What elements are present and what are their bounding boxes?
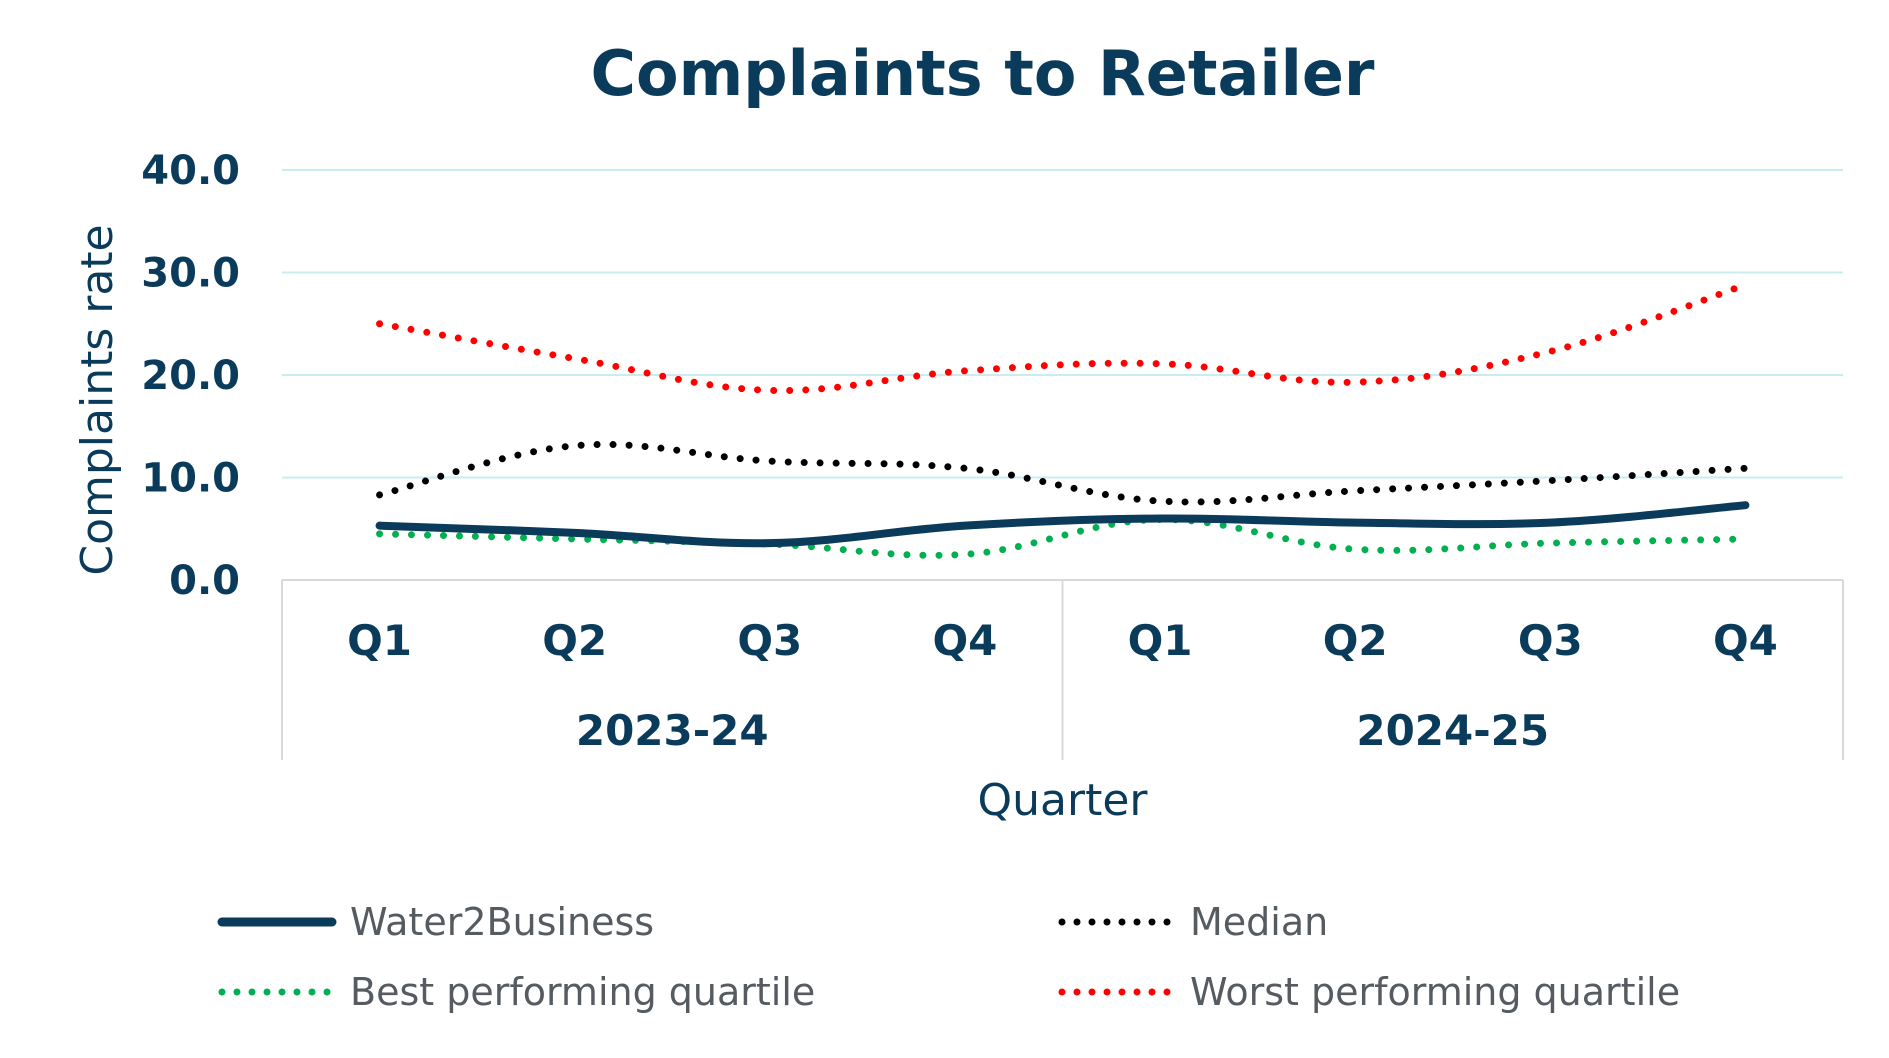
y-axis-title: Complaints rate	[72, 224, 123, 575]
y-tick-label: 0.0	[169, 558, 240, 604]
x-tick-label: Q2	[542, 616, 607, 665]
legend-label: Median	[1190, 900, 1328, 944]
legend-label: Worst performing quartile	[1190, 970, 1680, 1014]
series-lines	[375, 281, 1750, 559]
group-label: 2023-24	[576, 706, 769, 755]
series-line-median	[376, 440, 1749, 506]
series-line-best-performing-quartile	[376, 516, 1749, 559]
axis-labels: Complaints to Retailer 40.0 30.0 20.0 10.0 0.…	[72, 37, 1778, 826]
legend: Water2Business Median Best performing quar…	[217, 900, 1680, 1014]
x-tick-label: Q3	[737, 616, 802, 665]
series-worst-performing-quartile	[376, 281, 1749, 395]
series-median	[376, 440, 1749, 506]
series-water2business	[375, 501, 1750, 548]
legend-item-median: Median	[1058, 900, 1328, 944]
legend-item-best-performing-quartile: Best performing quartile	[218, 970, 815, 1014]
x-tick-label: Q4	[932, 616, 997, 665]
axes	[281, 579, 1844, 760]
x-tick-label: Q2	[1323, 616, 1388, 665]
y-tick-label: 40.0	[141, 148, 240, 194]
chart-title: Complaints to Retailer	[591, 37, 1375, 110]
x-tick-label: Q1	[1128, 616, 1193, 665]
y-tick-label: 20.0	[141, 353, 240, 399]
group-label: 2024-25	[1356, 706, 1549, 755]
legend-label: Best performing quartile	[350, 970, 815, 1014]
gridlines	[282, 169, 1843, 479]
x-tick-label: Q3	[1518, 616, 1583, 665]
series-line-worst-performing-quartile	[376, 281, 1749, 395]
legend-item-water2business: Water2Business	[217, 900, 654, 944]
y-tick-label: 30.0	[141, 251, 240, 297]
series-line-water2business	[375, 501, 1750, 548]
y-tick-label: 10.0	[141, 456, 240, 502]
legend-label: Water2Business	[350, 900, 654, 944]
legend-item-worst-performing-quartile: Worst performing quartile	[1058, 970, 1680, 1014]
x-tick-label: Q4	[1713, 616, 1778, 665]
x-axis-title: Quarter	[978, 775, 1149, 826]
series-best-performing-quartile	[376, 516, 1749, 559]
x-tick-label: Q1	[347, 616, 412, 665]
